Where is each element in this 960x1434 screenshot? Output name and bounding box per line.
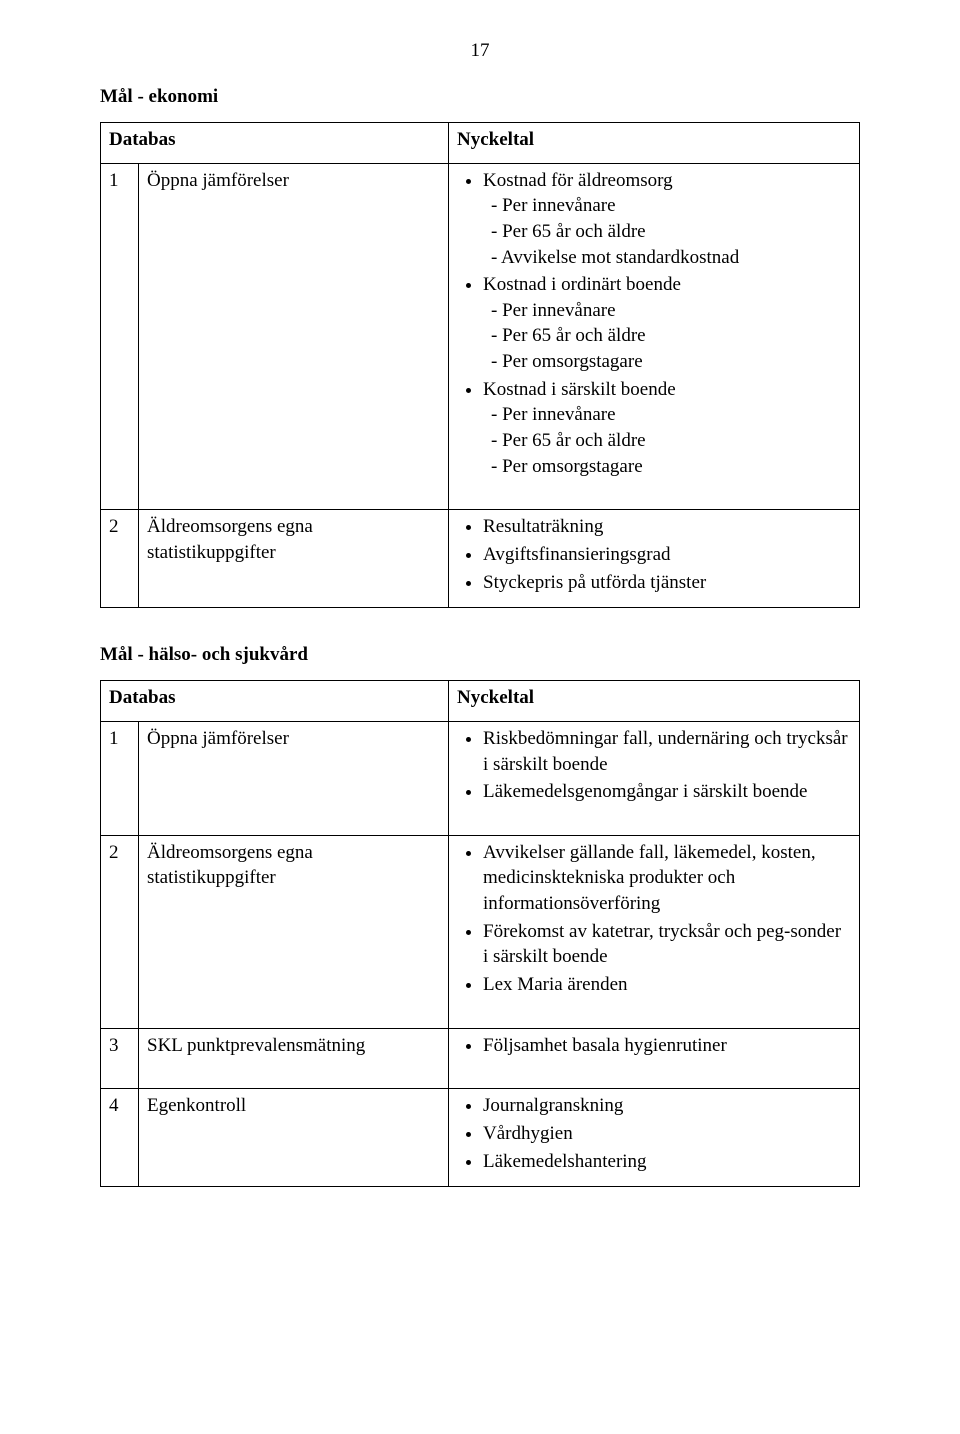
spacer bbox=[457, 1060, 851, 1078]
row-databas: Öppna jämförelser bbox=[139, 721, 449, 835]
table-row: 2 Äldreomsorgens egna statistikuppgifter… bbox=[101, 835, 860, 1028]
row-nyckeltal: Följsamhet basala hygienrutiner bbox=[449, 1028, 860, 1089]
section-heading-ekonomi: Mål - ekonomi bbox=[100, 86, 860, 108]
section-heading-halso: Mål - hälso- och sjukvård bbox=[100, 644, 860, 666]
row-index: 1 bbox=[101, 163, 139, 510]
row-nyckeltal: Kostnad för äldreomsorg Per innevånare P… bbox=[449, 163, 860, 510]
bullet-label: Kostnad för äldreomsorg bbox=[483, 170, 673, 191]
bullet-item: Styckepris på utförda tjänster bbox=[483, 570, 851, 596]
table-row: 4 Egenkontroll Journalgranskning Vårdhyg… bbox=[101, 1089, 860, 1187]
bullet-list: Avvikelser gällande fall, läkemedel, kos… bbox=[457, 840, 851, 998]
bullet-item: Riskbedömningar fall, undernäring och tr… bbox=[483, 726, 851, 777]
bullet-list: Journalgranskning Vårdhygien Läkemedelsh… bbox=[457, 1093, 851, 1174]
bullet-item: Resultaträkning bbox=[483, 514, 851, 540]
table-header-row: Databas Nyckeltal bbox=[101, 681, 860, 722]
table-header-row: Databas Nyckeltal bbox=[101, 123, 860, 164]
bullet-item: Kostnad i särskilt boende Per innevånare… bbox=[483, 377, 851, 480]
bullet-item: Avvikelser gällande fall, läkemedel, kos… bbox=[483, 840, 851, 917]
row-index: 4 bbox=[101, 1089, 139, 1187]
table-halso: Databas Nyckeltal 1 Öppna jämförelser Ri… bbox=[100, 680, 860, 1187]
bullet-item: Förekomst av katetrar, trycksår och peg-… bbox=[483, 919, 851, 970]
sub-item: Per omsorgstagare bbox=[483, 454, 851, 480]
sub-item: Avvikelse mot standardkostnad bbox=[483, 245, 851, 271]
table-ekonomi: Databas Nyckeltal 1 Öppna jämförelser Ko… bbox=[100, 122, 860, 608]
bullet-item: Läkemedelshantering bbox=[483, 1149, 851, 1175]
sub-item: Per innevånare bbox=[483, 402, 851, 428]
col-header-databas: Databas bbox=[101, 123, 449, 164]
row-nyckeltal: Journalgranskning Vårdhygien Läkemedelsh… bbox=[449, 1089, 860, 1187]
sub-item: Per innevånare bbox=[483, 298, 851, 324]
spacer bbox=[457, 481, 851, 499]
row-databas: Äldreomsorgens egna statistikuppgifter bbox=[139, 510, 449, 608]
sub-item: Per 65 år och äldre bbox=[483, 323, 851, 349]
sub-item: Per omsorgstagare bbox=[483, 349, 851, 375]
sub-item: Per 65 år och äldre bbox=[483, 428, 851, 454]
sub-item: Per innevånare bbox=[483, 193, 851, 219]
row-index: 2 bbox=[101, 510, 139, 608]
bullet-item: Vårdhygien bbox=[483, 1121, 851, 1147]
col-header-nyckeltal: Nyckeltal bbox=[449, 123, 860, 164]
row-nyckeltal: Riskbedömningar fall, undernäring och tr… bbox=[449, 721, 860, 835]
row-databas: Öppna jämförelser bbox=[139, 163, 449, 510]
col-header-databas: Databas bbox=[101, 681, 449, 722]
table-row: 2 Äldreomsorgens egna statistikuppgifter… bbox=[101, 510, 860, 608]
row-databas: SKL punktprevalensmätning bbox=[139, 1028, 449, 1089]
bullet-list: Resultaträkning Avgiftsfinansieringsgrad… bbox=[457, 514, 851, 595]
page: 17 Mål - ekonomi Databas Nyckeltal 1 Öpp… bbox=[0, 0, 960, 1434]
row-databas: Äldreomsorgens egna statistikuppgifter bbox=[139, 835, 449, 1028]
row-index: 3 bbox=[101, 1028, 139, 1089]
row-index: 1 bbox=[101, 721, 139, 835]
bullet-item: Kostnad i ordinärt boende Per innevånare… bbox=[483, 272, 851, 375]
bullet-list: Riskbedömningar fall, undernäring och tr… bbox=[457, 726, 851, 805]
bullet-item: Läkemedelsgenomgångar i särskilt boende bbox=[483, 779, 851, 805]
table-row: 3 SKL punktprevalensmätning Följsamhet b… bbox=[101, 1028, 860, 1089]
table-row: 1 Öppna jämförelser Kostnad för äldreoms… bbox=[101, 163, 860, 510]
row-databas: Egenkontroll bbox=[139, 1089, 449, 1187]
bullet-item: Avgiftsfinansieringsgrad bbox=[483, 542, 851, 568]
spacer bbox=[457, 1000, 851, 1018]
spacer bbox=[457, 807, 851, 825]
bullet-item: Följsamhet basala hygienrutiner bbox=[483, 1033, 851, 1059]
bullet-item: Journalgranskning bbox=[483, 1093, 851, 1119]
page-number: 17 bbox=[100, 40, 860, 62]
bullet-item: Kostnad för äldreomsorg Per innevånare P… bbox=[483, 168, 851, 271]
row-nyckeltal: Avvikelser gällande fall, läkemedel, kos… bbox=[449, 835, 860, 1028]
bullet-list: Följsamhet basala hygienrutiner bbox=[457, 1033, 851, 1059]
col-header-nyckeltal: Nyckeltal bbox=[449, 681, 860, 722]
bullet-item: Lex Maria ärenden bbox=[483, 972, 851, 998]
table-row: 1 Öppna jämförelser Riskbedömningar fall… bbox=[101, 721, 860, 835]
bullet-label: Kostnad i särskilt boende bbox=[483, 379, 676, 400]
row-index: 2 bbox=[101, 835, 139, 1028]
bullet-label: Kostnad i ordinärt boende bbox=[483, 274, 681, 295]
sub-item: Per 65 år och äldre bbox=[483, 219, 851, 245]
bullet-list: Kostnad för äldreomsorg Per innevånare P… bbox=[457, 168, 851, 480]
row-nyckeltal: Resultaträkning Avgiftsfinansieringsgrad… bbox=[449, 510, 860, 608]
